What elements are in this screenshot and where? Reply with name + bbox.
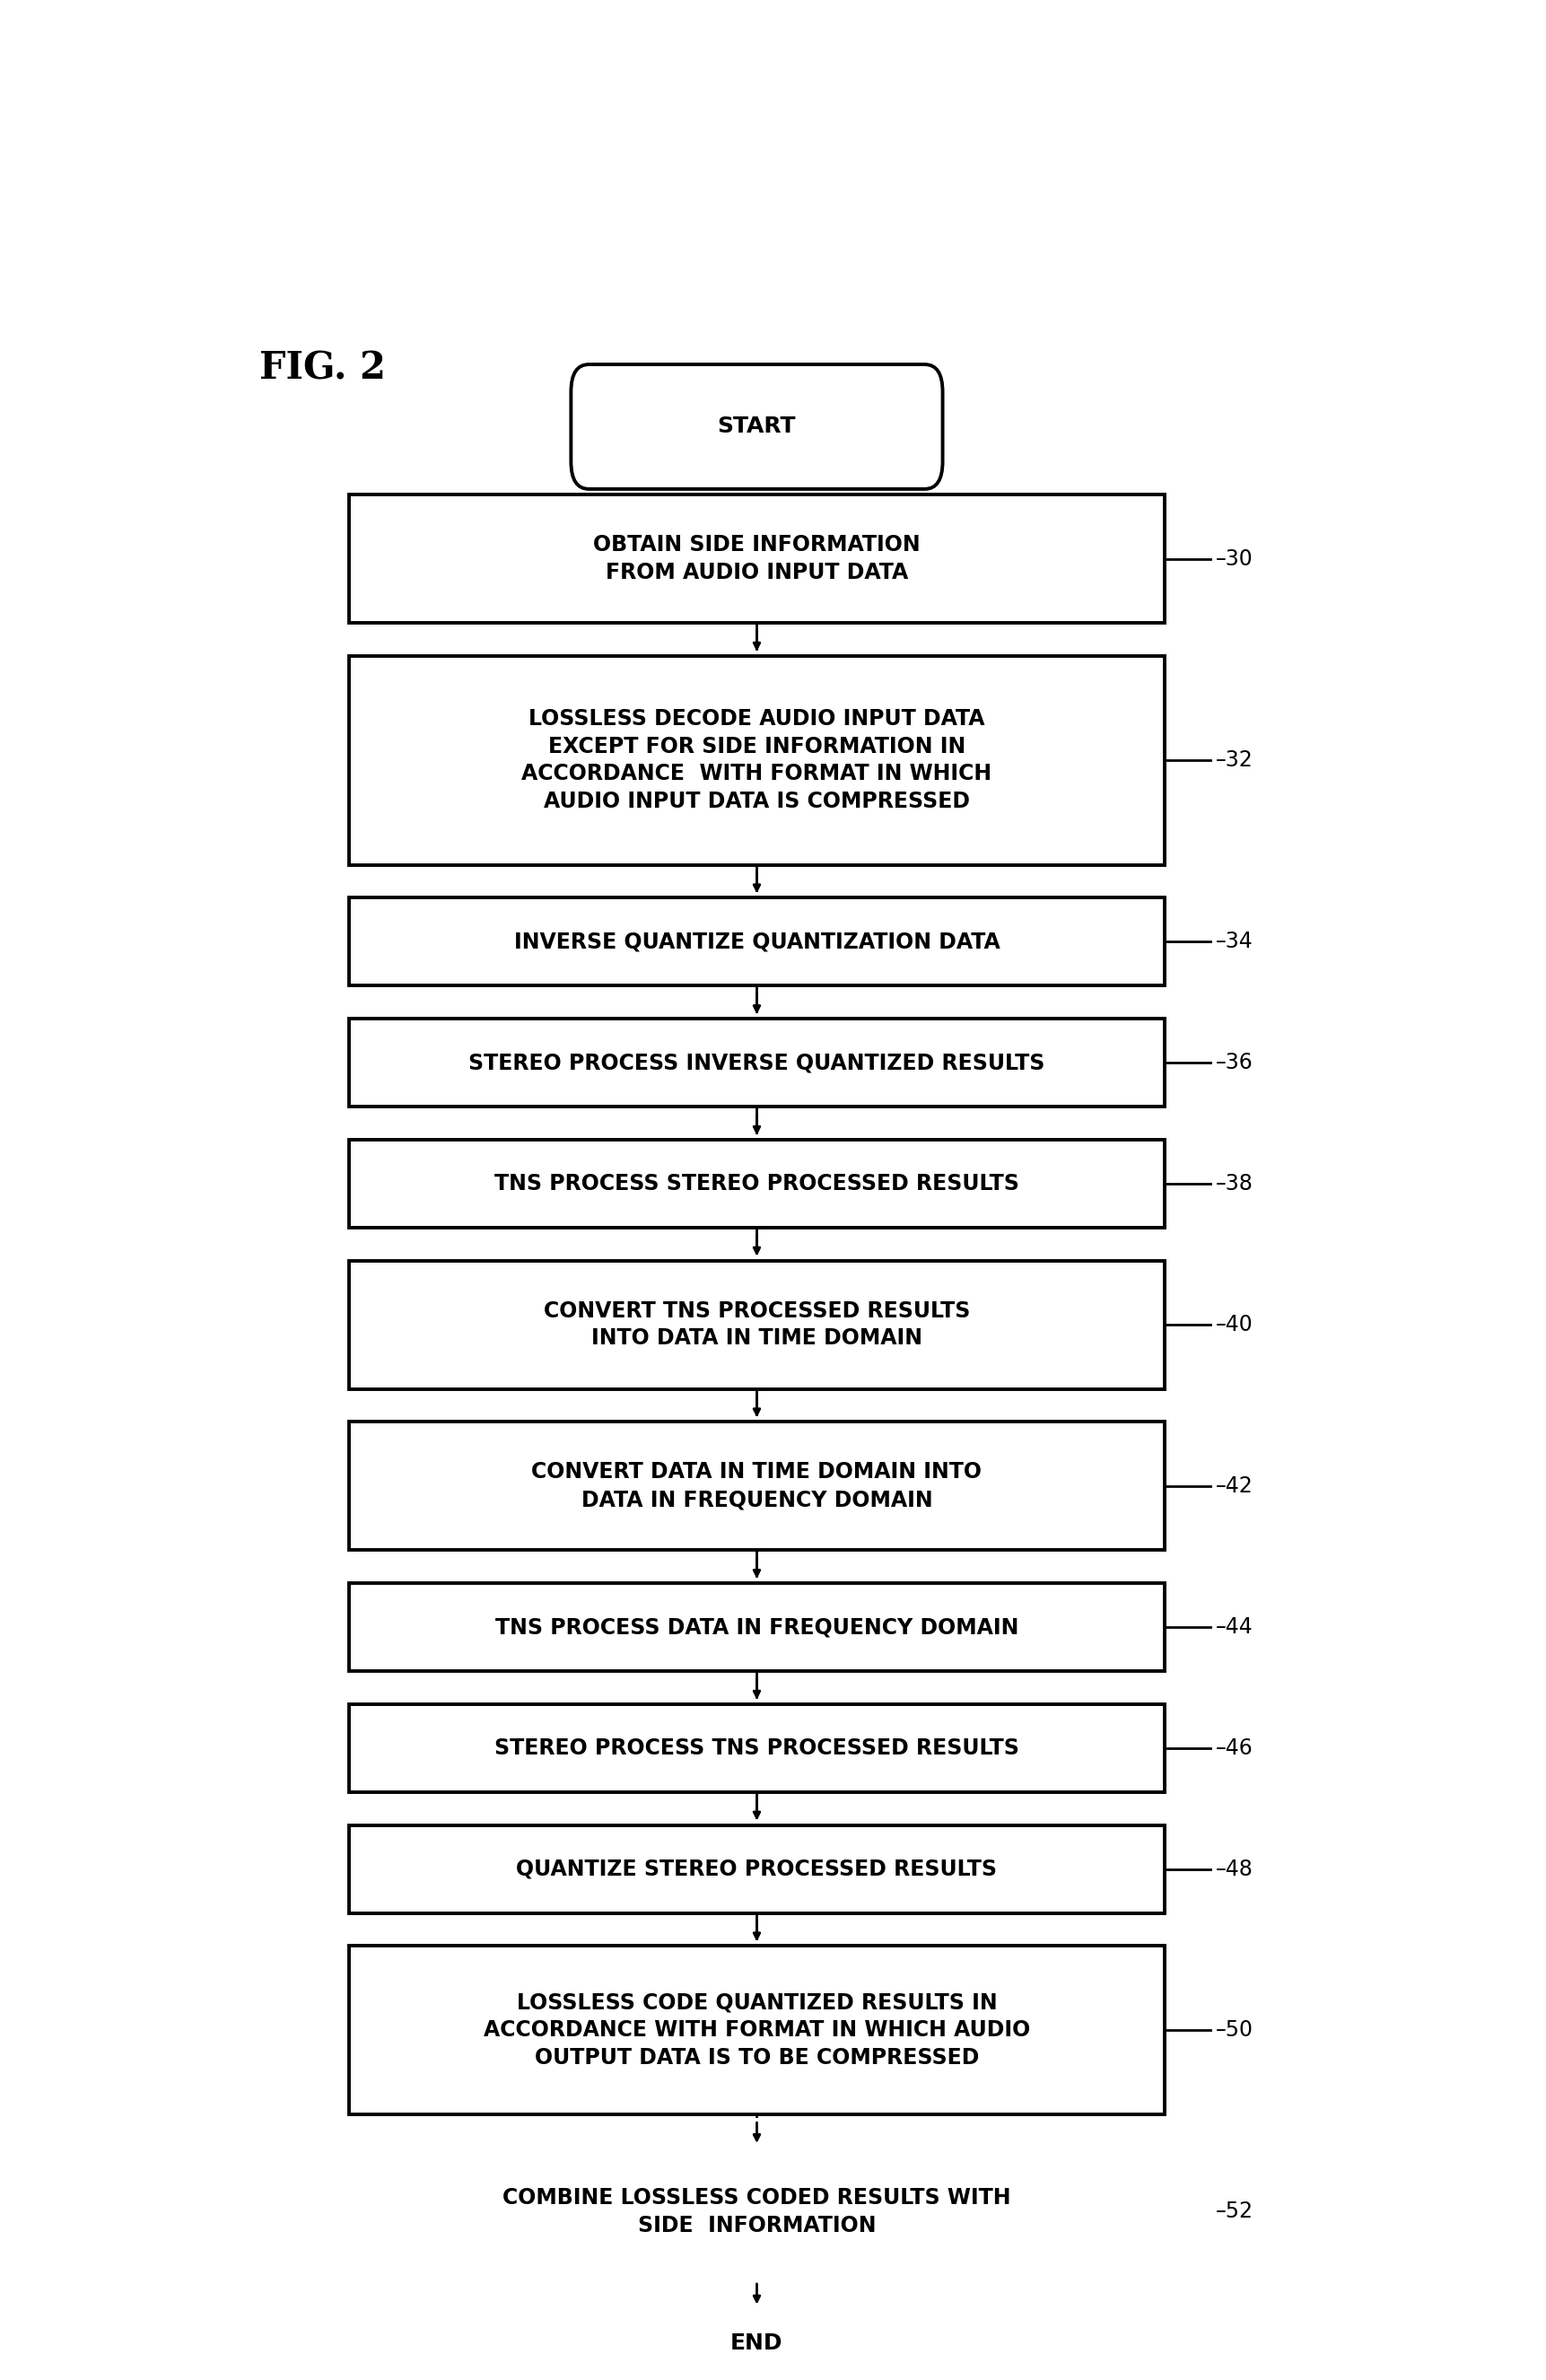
FancyBboxPatch shape <box>570 364 942 488</box>
Text: –40: –40 <box>1215 1314 1252 1335</box>
Text: STEREO PROCESS TNS PROCESSED RESULTS: STEREO PROCESS TNS PROCESSED RESULTS <box>495 1737 1019 1759</box>
Text: FIG. 2: FIG. 2 <box>260 350 385 388</box>
Bar <box>349 1947 1164 2113</box>
Bar <box>349 1421 1164 1549</box>
Bar <box>349 1583 1164 1671</box>
Text: –48: –48 <box>1215 1859 1252 1880</box>
Bar <box>349 897 1164 985</box>
Bar <box>349 495 1164 624</box>
Text: COMBINE LOSSLESS CODED RESULTS WITH
SIDE  INFORMATION: COMBINE LOSSLESS CODED RESULTS WITH SIDE… <box>502 2187 1011 2237</box>
Text: –32: –32 <box>1215 750 1252 771</box>
Bar <box>349 1019 1164 1107</box>
Bar <box>349 1704 1164 1792</box>
Text: –52: –52 <box>1215 2202 1252 2223</box>
Text: –30: –30 <box>1215 547 1252 569</box>
Bar <box>349 1140 1164 1228</box>
Bar <box>349 657 1164 864</box>
Text: –38: –38 <box>1215 1173 1252 1195</box>
Text: CONVERT DATA IN TIME DOMAIN INTO
DATA IN FREQUENCY DOMAIN: CONVERT DATA IN TIME DOMAIN INTO DATA IN… <box>532 1461 982 1511</box>
Text: –46: –46 <box>1215 1737 1252 1759</box>
Bar <box>349 1261 1164 1390</box>
Text: INVERSE QUANTIZE QUANTIZATION DATA: INVERSE QUANTIZE QUANTIZATION DATA <box>513 931 999 952</box>
Bar <box>349 2147 1164 2275</box>
Text: –42: –42 <box>1215 1476 1252 1497</box>
Text: STEREO PROCESS INVERSE QUANTIZED RESULTS: STEREO PROCESS INVERSE QUANTIZED RESULTS <box>468 1052 1045 1073</box>
Text: OBTAIN SIDE INFORMATION
FROM AUDIO INPUT DATA: OBTAIN SIDE INFORMATION FROM AUDIO INPUT… <box>594 533 920 583</box>
Bar <box>349 1825 1164 1914</box>
FancyBboxPatch shape <box>570 2282 942 2380</box>
Text: CONVERT TNS PROCESSED RESULTS
INTO DATA IN TIME DOMAIN: CONVERT TNS PROCESSED RESULTS INTO DATA … <box>543 1299 969 1349</box>
Text: –34: –34 <box>1215 931 1252 952</box>
Text: TNS PROCESS STEREO PROCESSED RESULTS: TNS PROCESS STEREO PROCESSED RESULTS <box>495 1173 1019 1195</box>
Text: –36: –36 <box>1215 1052 1252 1073</box>
Text: QUANTIZE STEREO PROCESSED RESULTS: QUANTIZE STEREO PROCESSED RESULTS <box>516 1859 997 1880</box>
Text: LOSSLESS CODE QUANTIZED RESULTS IN
ACCORDANCE WITH FORMAT IN WHICH AUDIO
OUTPUT : LOSSLESS CODE QUANTIZED RESULTS IN ACCOR… <box>484 1992 1030 2068</box>
Text: START: START <box>717 416 796 438</box>
Text: LOSSLESS DECODE AUDIO INPUT DATA
EXCEPT FOR SIDE INFORMATION IN
ACCORDANCE  WITH: LOSSLESS DECODE AUDIO INPUT DATA EXCEPT … <box>521 709 991 812</box>
Text: –50: –50 <box>1215 2021 1252 2042</box>
Text: END: END <box>730 2332 782 2354</box>
Text: TNS PROCESS DATA IN FREQUENCY DOMAIN: TNS PROCESS DATA IN FREQUENCY DOMAIN <box>495 1616 1017 1637</box>
Text: –44: –44 <box>1215 1616 1252 1637</box>
